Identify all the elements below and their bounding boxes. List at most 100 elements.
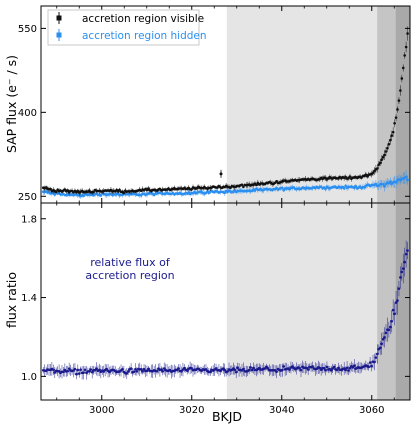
ratio-point bbox=[335, 367, 339, 373]
visible-point bbox=[383, 149, 386, 161]
ratio-point bbox=[82, 365, 85, 380]
ratio-point bbox=[311, 361, 314, 372]
ratio-point bbox=[168, 365, 172, 375]
ratio-point bbox=[88, 367, 91, 375]
shaded-region-2 bbox=[377, 6, 396, 203]
x-tick-label: 3000 bbox=[89, 405, 114, 416]
hidden-point bbox=[354, 184, 358, 189]
ratio-point bbox=[63, 363, 67, 377]
ratio-point bbox=[155, 367, 159, 375]
hidden-point bbox=[280, 185, 284, 190]
visible-point bbox=[403, 52, 406, 59]
ratio-point bbox=[183, 364, 186, 373]
ratio-point bbox=[332, 363, 336, 370]
ratio-point bbox=[66, 366, 70, 377]
ratio-point bbox=[249, 362, 252, 372]
ratio-point bbox=[275, 365, 278, 379]
ratio-point bbox=[177, 364, 180, 373]
top-y-axis-label: SAP flux (e⁻ / s) bbox=[4, 55, 19, 153]
ratio-point bbox=[226, 367, 229, 375]
visible-point bbox=[242, 185, 245, 189]
ratio-point bbox=[403, 247, 406, 277]
ratio-point bbox=[337, 362, 340, 374]
ratio-point bbox=[161, 367, 165, 376]
ratio-point bbox=[288, 366, 291, 373]
visible-point bbox=[396, 106, 399, 113]
hidden-point bbox=[404, 170, 408, 184]
series-accretion-visible bbox=[41, 26, 409, 196]
hidden-point bbox=[319, 185, 323, 189]
ratio-point bbox=[67, 362, 71, 375]
ratio-point bbox=[76, 364, 80, 376]
ratio-point bbox=[160, 366, 163, 373]
ratio-point bbox=[393, 302, 396, 326]
top-x-ticks bbox=[56, 6, 395, 203]
visible-point bbox=[401, 64, 405, 72]
y-tick-label: 550 bbox=[18, 24, 37, 35]
visible-point bbox=[384, 146, 388, 157]
legend-box bbox=[47, 9, 200, 46]
ratio-point bbox=[242, 362, 245, 376]
ratio-point bbox=[247, 366, 251, 375]
ratio-point bbox=[282, 363, 286, 370]
ratio-point bbox=[52, 364, 55, 375]
visible-point bbox=[394, 114, 398, 122]
visible-point bbox=[54, 190, 58, 194]
ratio-point bbox=[77, 369, 81, 378]
ratio-point bbox=[344, 366, 347, 374]
ratio-point bbox=[318, 362, 322, 374]
ratio-point bbox=[141, 368, 144, 375]
ratio-point bbox=[404, 240, 408, 268]
hidden-point bbox=[388, 177, 392, 186]
ratio-point bbox=[121, 366, 124, 373]
ratio-point bbox=[280, 363, 284, 377]
ratio-point bbox=[129, 363, 133, 375]
y-tick-label: 1.8 bbox=[21, 214, 37, 225]
ratio-point bbox=[373, 353, 376, 371]
ratio-point bbox=[102, 365, 106, 378]
ratio-point bbox=[89, 366, 93, 373]
ratio-point bbox=[250, 366, 254, 374]
visible-point bbox=[190, 187, 193, 192]
ratio-point bbox=[325, 361, 329, 373]
legend: accretion region visible accretion regio… bbox=[47, 9, 207, 46]
ratio-point bbox=[400, 263, 404, 281]
visible-point bbox=[92, 189, 95, 195]
ratio-point bbox=[134, 363, 137, 376]
ratio-point bbox=[329, 365, 333, 375]
annotation-line-1: relative flux of bbox=[90, 256, 171, 269]
visible-point bbox=[88, 187, 91, 194]
top-shaded-regions bbox=[226, 6, 410, 203]
ratio-point bbox=[368, 357, 372, 369]
bottom-panel: 1.0 1.4 1.8 3000 3020 3040 3060 flux ratio BK… bbox=[4, 202, 411, 424]
ratio-point bbox=[396, 286, 399, 315]
ratio-point bbox=[345, 360, 349, 375]
ratio-point bbox=[387, 321, 391, 338]
ratio-point bbox=[223, 363, 226, 377]
ratio-point bbox=[93, 366, 97, 374]
ratio-point bbox=[370, 360, 373, 372]
ratio-point bbox=[73, 362, 77, 376]
visible-point bbox=[371, 169, 375, 176]
bottom-y-ticks: 1.0 1.4 1.8 bbox=[21, 214, 410, 383]
ratio-point bbox=[352, 359, 356, 373]
y-tick-label: 1.4 bbox=[21, 293, 37, 304]
ratio-point bbox=[221, 363, 225, 374]
ratio-point bbox=[324, 364, 327, 376]
ratio-point bbox=[376, 344, 379, 364]
ratio-point bbox=[367, 363, 370, 371]
ratio-point bbox=[378, 340, 382, 355]
ratio-point bbox=[190, 363, 193, 374]
hidden-point bbox=[383, 180, 386, 192]
ratio-point bbox=[390, 310, 394, 333]
visible-point bbox=[66, 188, 70, 193]
visible-point bbox=[240, 183, 244, 187]
hidden-point bbox=[406, 174, 409, 185]
legend-label-hidden: accretion region hidden bbox=[82, 30, 207, 42]
ratio-point bbox=[185, 366, 189, 375]
ratio-point bbox=[79, 366, 82, 373]
shaded-region-1 bbox=[226, 6, 378, 203]
hidden-point bbox=[344, 184, 347, 188]
ratio-point bbox=[406, 241, 409, 260]
